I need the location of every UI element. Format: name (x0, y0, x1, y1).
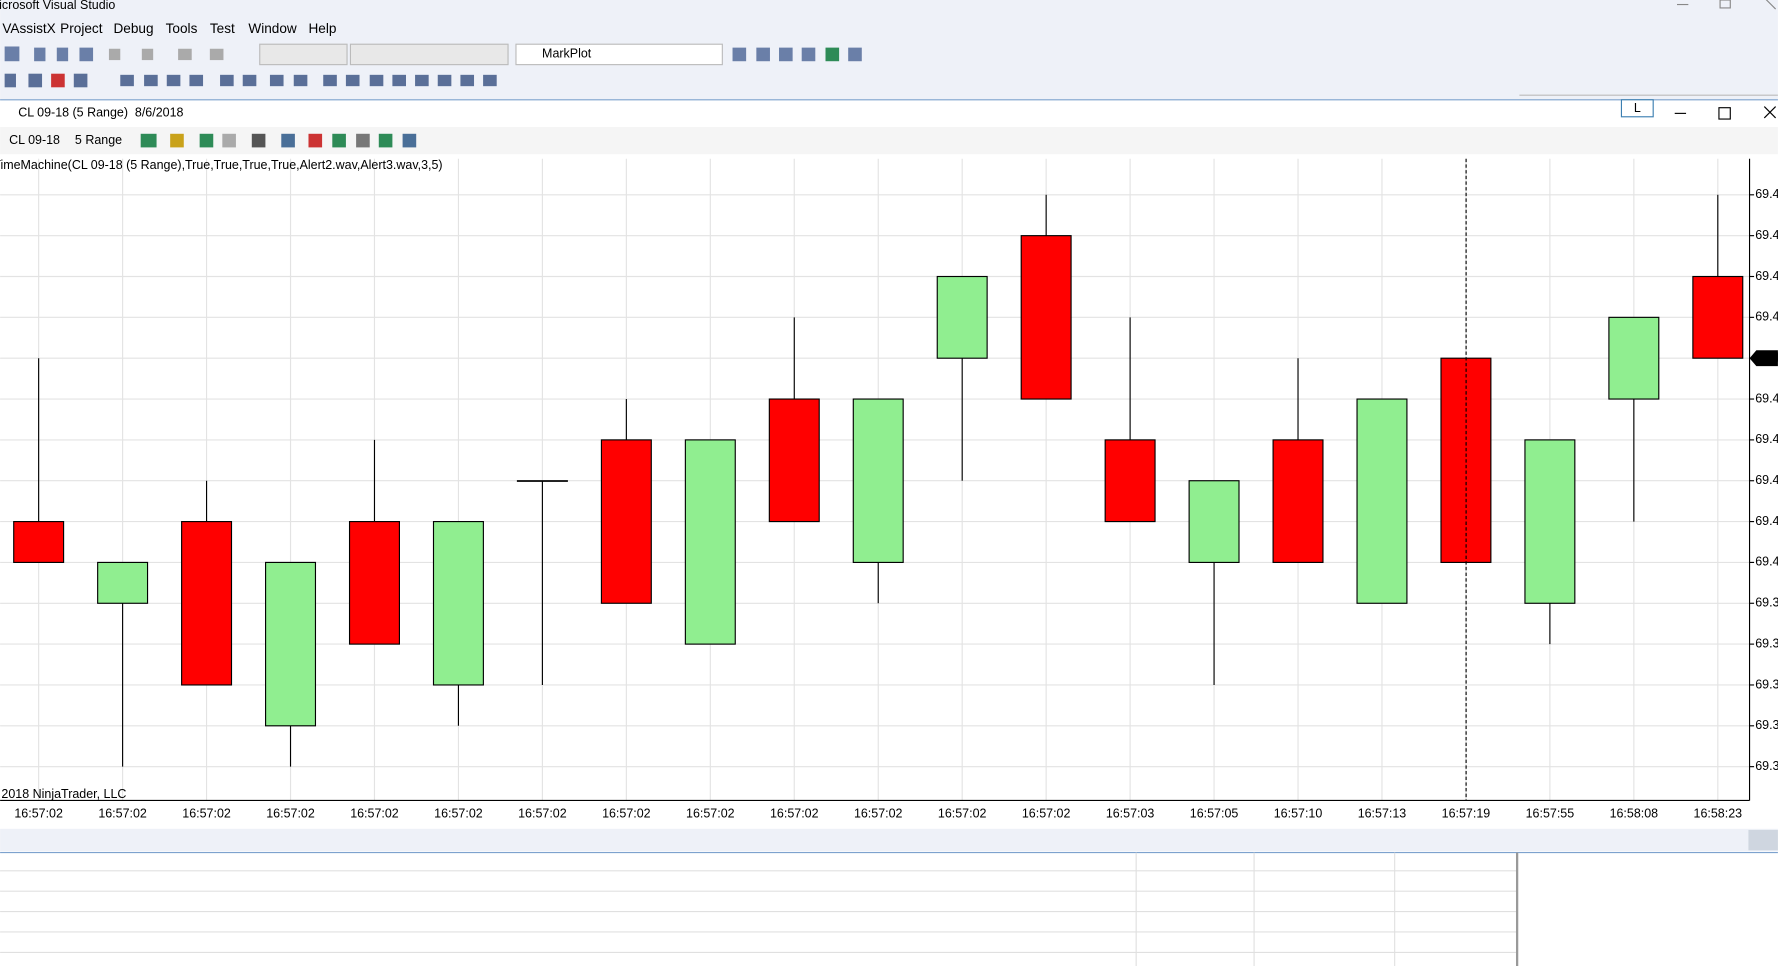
instrument[interactable]: CL 09-18 (9, 133, 60, 147)
candle-body (1020, 235, 1072, 400)
x-tick-label: 16:57:02 (266, 806, 315, 820)
x-tick-label: 16:57:02 (518, 806, 567, 820)
candle-body (768, 398, 820, 523)
menu-item[interactable]: Help (308, 21, 336, 36)
lower-grid (0, 852, 1778, 966)
candle-body (13, 521, 65, 563)
candle-body (1356, 398, 1408, 604)
candle-body (600, 439, 652, 604)
x-tick-label: 16:57:55 (1526, 806, 1575, 820)
x-tick-label: 16:58:23 (1694, 806, 1743, 820)
candle-body (936, 275, 988, 359)
candle-body (1608, 316, 1660, 400)
chart-toolbar (0, 126, 1778, 155)
x-tick-label: 16:57:02 (686, 806, 735, 820)
candle-body (432, 521, 484, 686)
scroll-thumb[interactable] (1748, 829, 1778, 851)
y-tick-label: 69.39 (1755, 596, 1778, 610)
x-tick-label: 16:57:02 (938, 806, 987, 820)
y-tick-label: 69.38 (1755, 636, 1778, 650)
x-tick-label: 16:57:02 (98, 806, 147, 820)
candle-body (1188, 480, 1240, 563)
toolbar-combo[interactable]: MarkPlot (542, 47, 592, 61)
candle-body (181, 521, 233, 686)
x-tick-label: 16:57:02 (602, 806, 651, 820)
y-tick-label: 69.49 (1755, 187, 1778, 201)
candle-body (1104, 439, 1156, 523)
candle-body (1692, 275, 1744, 359)
y-tick-label: 69.43 (1755, 432, 1778, 446)
x-tick-label: 16:57:02 (1022, 806, 1071, 820)
menu-item[interactable]: Test (210, 21, 235, 36)
x-tick-label: 16:57:02 (770, 806, 819, 820)
x-tick-label: 16:57:10 (1274, 806, 1323, 820)
menu-item[interactable]: Project (60, 21, 103, 36)
x-tick-label: 16:57:02 (14, 806, 63, 820)
y-tick-label: 69.37 (1755, 677, 1778, 691)
y-tick-label: 69.40 (1755, 555, 1778, 569)
chart-window-title: CL 09-18 (5 Range) 8/6/2018 (18, 106, 183, 120)
candle-body (852, 398, 904, 563)
tab-label[interactable]: L (1634, 101, 1641, 115)
candle-body (684, 439, 736, 645)
candle-body (1272, 439, 1324, 563)
candle-body (516, 480, 568, 482)
window-controls (1676, 0, 1777, 10)
menu-item[interactable]: Window (248, 21, 297, 36)
menu-item[interactable]: Tools (166, 21, 198, 36)
x-tick-label: 16:57:02 (854, 806, 903, 820)
copyright: © 2018 NinjaTrader, LLC (0, 787, 126, 801)
scrollbar[interactable] (0, 828, 1778, 852)
y-tick-label: 69.48 (1755, 228, 1778, 242)
x-tick-label: 16:57:02 (182, 806, 231, 820)
y-tick-label: 69.36 (1755, 718, 1778, 732)
last-price-label: 69.45 (1755, 350, 1778, 364)
candle-body (1524, 439, 1576, 604)
indicator-label: TimeMachine(CL 09-18 (5 Range),True,True… (0, 158, 443, 172)
menu-item[interactable]: Debug (113, 21, 153, 36)
x-tick-label: 16:57:13 (1358, 806, 1407, 820)
chart-window-controls[interactable] (1674, 106, 1777, 120)
x-tick-label: 16:58:08 (1610, 806, 1659, 820)
toolbar (4, 43, 862, 88)
menu-bar: VAssistX Project Debug Tools Test Window Help (2, 21, 336, 36)
tab-button[interactable] (1620, 99, 1654, 118)
x-tick-label: 16:57:02 (434, 806, 483, 820)
y-tick-label: 69.46 (1755, 310, 1778, 324)
last-price-marker (1749, 350, 1778, 367)
y-tick-label: 69.35 (1755, 759, 1778, 773)
chart-tools (140, 133, 417, 148)
menu-item[interactable]: VAssistX (2, 21, 55, 36)
window-title: Microsoft Visual Studio (0, 0, 115, 12)
x-tick-label: 16:57:05 (1190, 806, 1239, 820)
y-tick-label: 69.41 (1755, 514, 1778, 528)
y-tick-label: 69.47 (1755, 269, 1778, 283)
y-tick-label: 69.44 (1755, 391, 1778, 405)
candle-body (265, 561, 317, 727)
bar-type[interactable]: 5 Range (75, 133, 122, 147)
x-tick-label: 16:57:03 (1106, 806, 1155, 820)
x-tick-label: 16:57:02 (350, 806, 399, 820)
y-tick-label: 69.42 (1755, 473, 1778, 487)
candle-body (97, 561, 149, 604)
candle-body (348, 521, 400, 645)
x-tick-label: 16:57:19 (1442, 806, 1491, 820)
